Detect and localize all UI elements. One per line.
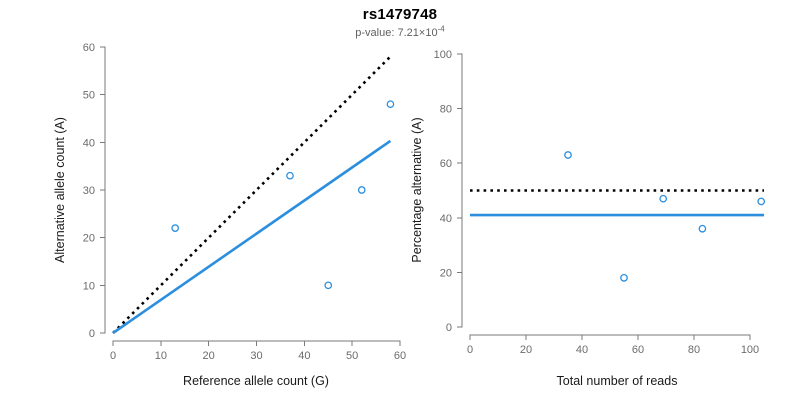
data-point[interactable] bbox=[757, 197, 766, 206]
y-tick-label: 0 bbox=[89, 328, 95, 340]
y-tick-label: 50 bbox=[83, 90, 95, 102]
data-point[interactable] bbox=[324, 281, 333, 290]
x-axis-title: Reference allele count (G) bbox=[183, 374, 329, 388]
y-tick-label: 40 bbox=[440, 213, 452, 225]
y-tick-label: 100 bbox=[434, 49, 452, 61]
y-tick-label: 20 bbox=[83, 233, 95, 245]
reference-diagonal-line bbox=[112, 55, 392, 334]
y-tick-label: 10 bbox=[83, 280, 95, 292]
y-tick-label: 40 bbox=[83, 137, 95, 149]
x-tick-label: 20 bbox=[520, 344, 532, 356]
x-tick-label: 0 bbox=[110, 350, 116, 362]
y-tick-label: 60 bbox=[83, 42, 95, 54]
x-tick-label: 30 bbox=[250, 350, 262, 362]
y-tick-label: 20 bbox=[440, 267, 452, 279]
x-tick-label: 100 bbox=[741, 344, 759, 356]
panel-left-scatter: 0 10 20 30 40 50 60 0 10 20 30 40 50 60 Reference alle… bbox=[53, 42, 406, 388]
x-tick-label: 80 bbox=[688, 344, 700, 356]
y-axis-line bbox=[457, 53, 463, 328]
data-point[interactable] bbox=[286, 171, 294, 180]
x-tick-label: 0 bbox=[467, 344, 473, 356]
y-tick-label: 60 bbox=[440, 158, 452, 170]
data-point[interactable] bbox=[698, 224, 707, 233]
y-tick-label: 30 bbox=[83, 185, 95, 197]
x-tick-label: 60 bbox=[394, 350, 406, 362]
fitted-regression-line bbox=[112, 139, 392, 335]
y-tick-label: 80 bbox=[440, 104, 452, 116]
x-tick-label: 40 bbox=[576, 344, 588, 356]
y-axis-title: Alternative allele count (A) bbox=[53, 117, 67, 263]
data-point[interactable] bbox=[357, 186, 366, 194]
data-point[interactable] bbox=[564, 151, 572, 159]
y-axis-title: Percentage alternative (A) bbox=[410, 117, 424, 262]
x-tick-label: 40 bbox=[298, 350, 310, 362]
data-point[interactable] bbox=[659, 194, 668, 203]
y-axis-line bbox=[100, 46, 106, 334]
x-axis-title: Total number of reads bbox=[557, 374, 678, 388]
x-tick-label: 10 bbox=[155, 350, 167, 362]
data-point[interactable] bbox=[386, 100, 395, 109]
panel-right-scatter: 0 20 40 60 80 100 0 20 40 60 80 100 Total number of … bbox=[410, 49, 766, 388]
data-point[interactable] bbox=[171, 224, 180, 232]
data-point[interactable] bbox=[620, 274, 628, 282]
x-tick-label: 50 bbox=[346, 350, 358, 362]
y-tick-label: 0 bbox=[446, 322, 452, 334]
x-axis-line bbox=[469, 334, 751, 340]
x-tick-label: 60 bbox=[632, 344, 644, 356]
x-axis-line bbox=[112, 340, 401, 346]
x-tick-label: 20 bbox=[203, 350, 215, 362]
